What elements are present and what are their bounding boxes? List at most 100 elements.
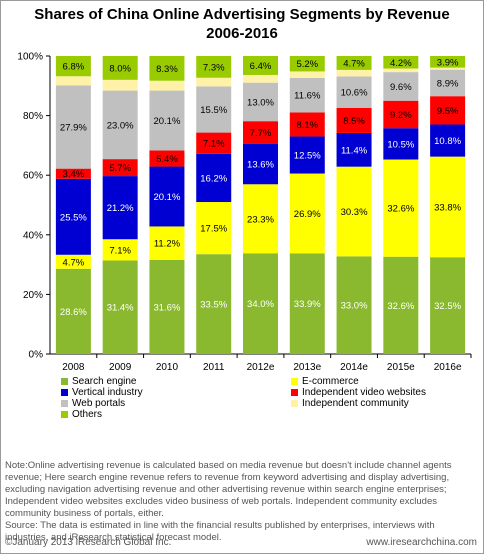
data-label: 5.7% (109, 163, 131, 174)
bar-segment (196, 153, 232, 203)
data-label: 5.2% (296, 59, 318, 70)
bar-segment (55, 178, 91, 255)
x-tick-label: 2008 (62, 362, 85, 373)
bar-segment (102, 159, 138, 177)
bar-segment (289, 71, 325, 78)
bar-segment (149, 80, 185, 91)
bar-segment (102, 239, 138, 261)
bar-segment (289, 173, 325, 254)
bar-segment (336, 132, 372, 167)
data-label: 32.6% (387, 204, 414, 215)
legend-label: Independent community (302, 398, 409, 409)
legend-item: Independent community (291, 398, 409, 409)
bar-segment (383, 100, 419, 129)
bar-segment (383, 72, 419, 101)
legend-item: Independent video websites (291, 387, 426, 398)
bar-segment (243, 74, 278, 83)
legend-item: Web portals (61, 398, 125, 409)
legend-label: Vertical industry (72, 387, 143, 398)
data-label: 32.5% (434, 301, 461, 312)
data-label: 17.5% (200, 224, 227, 235)
bar-segment (55, 85, 91, 169)
data-label: 33.0% (341, 301, 368, 312)
data-label: 3.9% (437, 57, 459, 68)
y-tick-label: 80% (23, 111, 43, 122)
bar-segment (55, 168, 91, 179)
data-label: 3.4% (63, 169, 85, 180)
bar-segment (243, 82, 278, 122)
bar-segment (55, 268, 91, 354)
x-tick-label: 2010 (156, 362, 179, 373)
bar-segment (149, 166, 185, 227)
data-label: 10.5% (387, 139, 414, 150)
data-label: 34.0% (247, 299, 274, 310)
legend-swatch (291, 389, 298, 396)
data-label: 32.6% (387, 301, 414, 312)
bar-segment (243, 56, 278, 75)
data-label: 11.6% (294, 91, 321, 102)
data-label: 20.1% (153, 192, 180, 203)
copyright-text: ©January 2013 iResearch Global Inc. (5, 537, 172, 548)
data-label: 8.5% (343, 116, 365, 127)
bar-segment (336, 107, 372, 133)
x-tick-label: 2009 (109, 362, 132, 373)
bar-segment (383, 159, 419, 257)
bar-segment (336, 69, 372, 77)
bar-segment (55, 76, 91, 86)
data-label: 30.3% (341, 207, 368, 218)
data-label: 7.1% (203, 139, 225, 150)
bar-segment (149, 226, 185, 260)
bar-segment (336, 166, 372, 257)
legend-label: Web portals (72, 398, 126, 409)
bar-segment (430, 56, 466, 68)
legend-swatch (291, 378, 298, 385)
y-tick-label: 0% (29, 350, 44, 361)
data-label: 33.9% (294, 299, 321, 310)
legend-swatch (61, 400, 68, 407)
bar-segment (243, 253, 278, 354)
legend-swatch (291, 400, 298, 407)
bar-segment (102, 79, 138, 91)
data-label: 9.5% (437, 106, 459, 117)
bar-segment (430, 124, 466, 157)
data-label: 7.1% (109, 245, 131, 256)
bar-segment (196, 202, 232, 255)
bar-segment (196, 254, 232, 354)
legend-swatch (61, 389, 68, 396)
chart-title-block: Shares of China Online Advertising Segme… (1, 5, 483, 43)
x-tick-label: 2011 (203, 362, 225, 373)
data-label: 20.1% (153, 116, 180, 127)
x-tick-label: 2015e (387, 362, 415, 373)
legend-label: E-commerce (302, 376, 359, 387)
data-label: 11.4% (341, 145, 368, 156)
data-label: 31.6% (153, 302, 180, 313)
y-tick-label: 60% (23, 171, 43, 182)
data-label: 33.8% (434, 202, 461, 213)
data-label: 8.1% (296, 120, 318, 131)
bar-segment (102, 260, 138, 354)
stacked-bar-chart: 0% 20% 40% 60% 80% 100% 28.6% 4.7% 25.5% 3.4% 27.9… (17, 52, 472, 373)
bar-segment (196, 77, 232, 87)
bar-segment (196, 86, 232, 133)
x-tick-label: 2012e (247, 362, 275, 373)
x-tick-label: 2014e (340, 362, 368, 373)
bar-segment (102, 90, 138, 160)
data-label: 6.8% (63, 62, 85, 73)
x-tick-label: 2013e (293, 362, 321, 373)
data-label: 7.3% (203, 62, 225, 73)
legend-item: Others (61, 409, 102, 420)
chart-footer: ©January 2013 iResearch Global Inc. www.… (5, 537, 477, 548)
bar-segment (383, 68, 419, 73)
bar-segment (243, 121, 278, 144)
data-label: 26.9% (294, 209, 321, 220)
data-label: 8.3% (156, 64, 178, 75)
bar-segment (102, 176, 138, 240)
bar-segment (430, 67, 466, 70)
bar-segment (336, 256, 372, 354)
legend-label: Others (72, 409, 103, 420)
legend-label: Search engine (72, 376, 137, 387)
x-tick-label: 2016e (434, 362, 462, 373)
data-label: 9.6% (390, 82, 412, 93)
data-label: 33.5% (200, 300, 227, 311)
